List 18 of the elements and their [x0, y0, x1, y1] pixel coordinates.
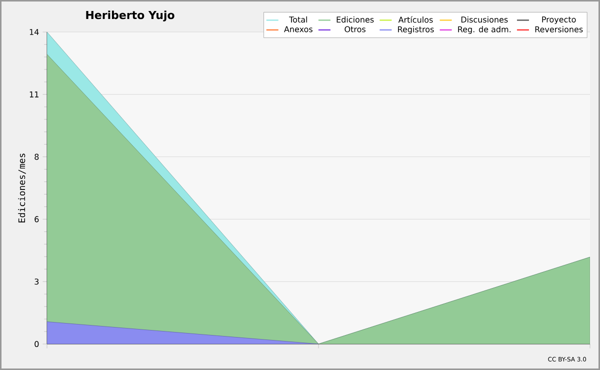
y-tick-label: 14: [30, 29, 39, 35]
legend-label: Registros: [398, 26, 434, 34]
y-tick-label: 11: [30, 91, 38, 98]
legend-label: Discusiones: [461, 16, 508, 23]
legend-label: Total: [289, 16, 308, 23]
y-tick-label: 8: [34, 154, 39, 160]
legend-label: Anexos: [284, 26, 312, 32]
legend-label: Reversiones: [535, 26, 583, 32]
legend-label: Artículos: [398, 16, 433, 23]
chart-title: Heriberto Yujo: [86, 10, 174, 22]
y-tick-label: 0: [34, 340, 39, 348]
legend-label: Otros: [344, 26, 366, 32]
y-axis-title: Ediciones/mes: [18, 154, 26, 222]
y-tick-label: 3: [34, 278, 39, 285]
legend-label: Ediciones: [336, 16, 374, 23]
legend-label: Reg. de adm.: [458, 26, 511, 34]
legend-label: Proyecto: [542, 16, 576, 24]
y-tick-label: 6: [34, 216, 39, 222]
